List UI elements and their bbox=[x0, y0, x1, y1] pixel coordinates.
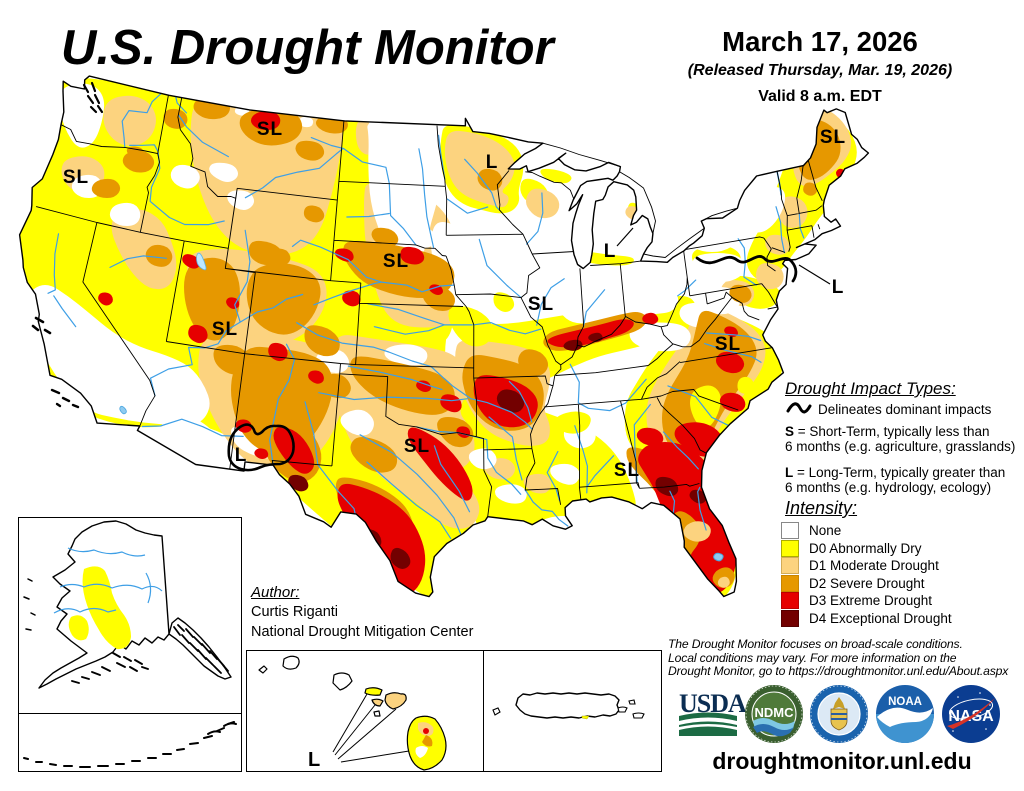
svg-text:NDMC: NDMC bbox=[755, 705, 795, 720]
svg-text:L: L bbox=[308, 749, 320, 771]
svg-text:NOAA: NOAA bbox=[888, 696, 922, 708]
